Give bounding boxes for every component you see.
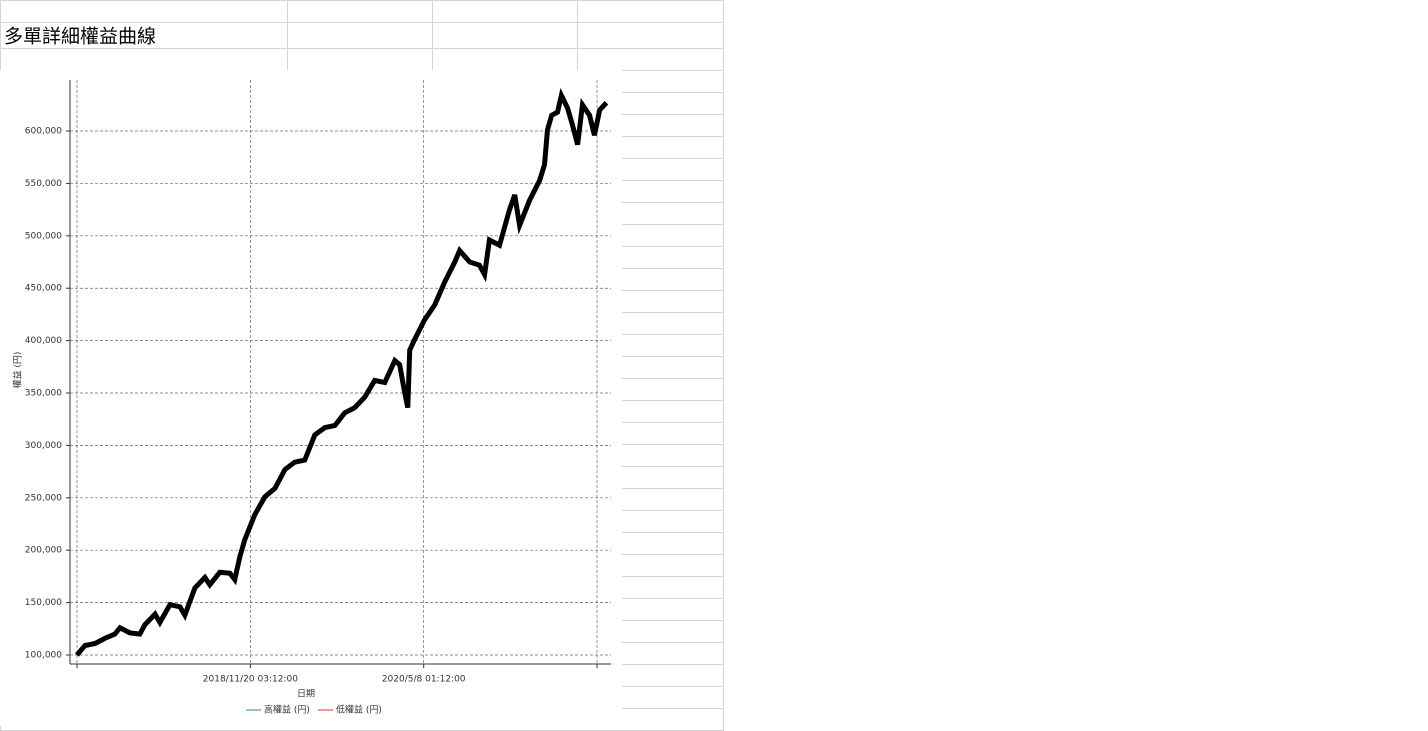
y-tick-label: 100,000 xyxy=(25,650,62,660)
sheet-title: 多單詳細權益曲線 xyxy=(4,26,156,48)
y-tick-label: 250,000 xyxy=(25,493,62,503)
y-tick-label: 150,000 xyxy=(25,598,62,608)
legend-label: 低權益 (円) xyxy=(336,704,382,716)
y-tick-label: 350,000 xyxy=(25,389,62,399)
legend-label: 高權益 (円) xyxy=(264,704,310,716)
y-tick-label: 500,000 xyxy=(25,231,62,241)
x-axis-title: 日期 xyxy=(297,689,315,700)
y-tick-label: 450,000 xyxy=(25,284,62,294)
x-tick-label: 2018/11/20 03:12:00 xyxy=(203,675,298,685)
y-tick-label: 400,000 xyxy=(25,336,62,346)
chart-area xyxy=(0,70,622,726)
y-axis-title: 權益 (円) xyxy=(12,352,24,389)
y-tick-label: 550,000 xyxy=(25,179,62,189)
equity-line xyxy=(75,87,609,657)
x-tick-label: 2020/5/8 01:12:00 xyxy=(382,675,466,685)
y-tick-label: 200,000 xyxy=(25,546,62,556)
y-tick-label: 600,000 xyxy=(25,127,62,137)
y-tick-label: 300,000 xyxy=(25,441,62,451)
